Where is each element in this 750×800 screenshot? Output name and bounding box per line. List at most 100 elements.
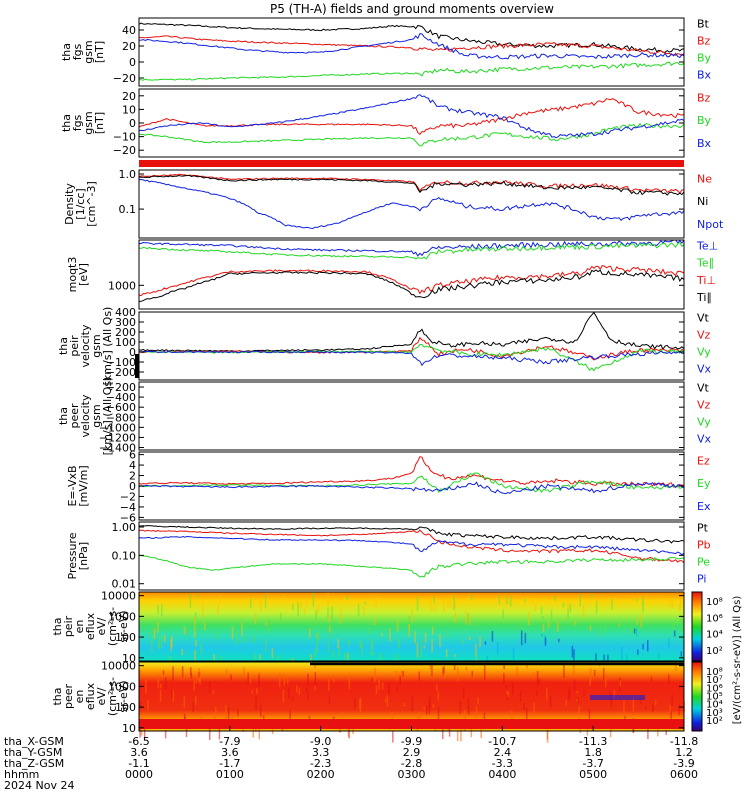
ephemeris-value: -2.3 [310,757,331,770]
spectrogram-streak [208,681,211,693]
colorbar [691,591,703,662]
ephemeris-value: -9.9 [401,735,422,748]
spectrogram-streak [159,689,162,702]
series-Te⊥ [139,239,685,257]
y-tick-label: −4 [120,501,136,514]
spectrogram-streak [307,692,309,700]
spectrogram-streak [198,672,200,678]
y-tick-label: 1000 [108,610,136,623]
y-tick-label: 0 [129,117,136,130]
spectrogram-streak [181,666,184,678]
y-tick-label: 400 [115,306,136,319]
y-axis-label: velocity [79,394,92,437]
y-axis-label: (cm²-s- [106,607,119,646]
series-Ex [138,481,685,495]
y-axis-label: eflux [84,682,97,710]
spectrogram-streak [573,662,575,676]
legend-entry: Pb [697,538,711,551]
spectrogram-streak [470,723,473,738]
spectrogram-streak [181,649,183,656]
colorbar-tick-label: 10⁷ [706,675,723,686]
y-axis-label: Pressure [66,532,79,579]
y-tick-label: −200 [106,381,136,394]
spectrogram-streak [164,677,167,690]
spectrogram-streak [595,600,598,614]
spectrogram-streak [512,647,515,660]
ephemeris-value: 0000 [125,768,153,781]
spectrogram-streak [306,687,308,692]
y-tick-label: 1000 [108,680,136,693]
spectrogram-streak [633,628,636,634]
spectrogram-streak [447,629,449,639]
legend-entry: Npot [697,218,724,231]
spectrogram-streak [591,594,593,599]
spectrogram-streak [528,611,530,626]
spectrogram-streak [431,639,433,653]
spectrogram-streak [549,695,552,709]
y-axis-label: tha [57,337,70,355]
spectrogram-streak [371,677,373,682]
spectrogram-streak [420,650,423,659]
y-tick-label: −1400 [99,441,136,454]
spectrogram-streak [291,603,294,611]
spectrogram-streak [143,725,146,739]
spectrogram-streak [388,682,390,697]
spectrogram-streak [172,666,174,681]
panel-frame [138,17,685,87]
series-Ti⊥ [138,265,685,297]
y-tick-label: 10 [122,722,136,735]
spectrogram-streak [249,677,252,684]
spectrogram-streak [483,665,486,680]
legend-entry: Ne [697,172,712,185]
spectrogram-streak [558,638,560,643]
spectrogram-streak [542,615,544,620]
y-tick-label: 10000 [101,590,136,603]
spectrogram-streak [200,643,202,655]
spectrogram-streak [259,704,262,717]
y-axis-label: [mV/m] [77,465,90,506]
quality-bar [139,160,684,167]
spectrogram-streak [153,628,156,639]
spectrogram-streak [516,667,518,678]
spectrogram-streak [665,730,667,736]
spectrogram-streak [607,654,609,664]
spectrogram-streak [541,633,543,637]
spectrogram-streak [418,711,421,727]
spectrogram-streak [396,687,398,692]
spectrogram-streak [215,707,217,718]
colorbar-tick-label: 10² [706,646,723,657]
spectrogram-streak [160,683,162,689]
spectrogram-streak [251,689,254,694]
spectrogram-streak [437,706,440,721]
spectrogram-streak [453,663,456,671]
spectrogram-streak [534,604,537,612]
y-axis-label: en [73,690,86,704]
spectrogram-streak [186,626,188,636]
legend-entry: Vy [697,415,711,428]
spectrogram-streak [147,699,149,711]
spectrogram-streak [503,672,505,684]
spectrogram-streak [645,593,647,600]
spectrogram-streak [498,595,501,605]
spectrogram-streak [642,596,644,605]
spectrogram-streak [579,593,582,607]
spectrogram-streak [603,654,605,665]
spectrogram-streak [654,700,657,706]
legend-entry: Ex [697,500,711,513]
ephemeris-value: -1.7 [219,757,240,770]
series-By [139,61,685,81]
spectrogram-streak [679,597,682,609]
ephemeris-value: -1.1 [128,757,149,770]
legend-entry: Ti⊥ [696,274,716,287]
spectrogram-streak [432,704,435,708]
spectrogram-streak [431,664,433,677]
spectrogram-streak [431,626,434,635]
spectrogram-streak [314,685,316,691]
spectrogram-streak [613,690,616,699]
spectrogram-streak [396,653,398,665]
spectrogram-streak [327,641,330,653]
spectrogram-streak [346,595,349,600]
ephemeris-value: -3.7 [582,757,603,770]
colorbar [691,661,703,732]
spectrogram-streak [375,593,377,607]
